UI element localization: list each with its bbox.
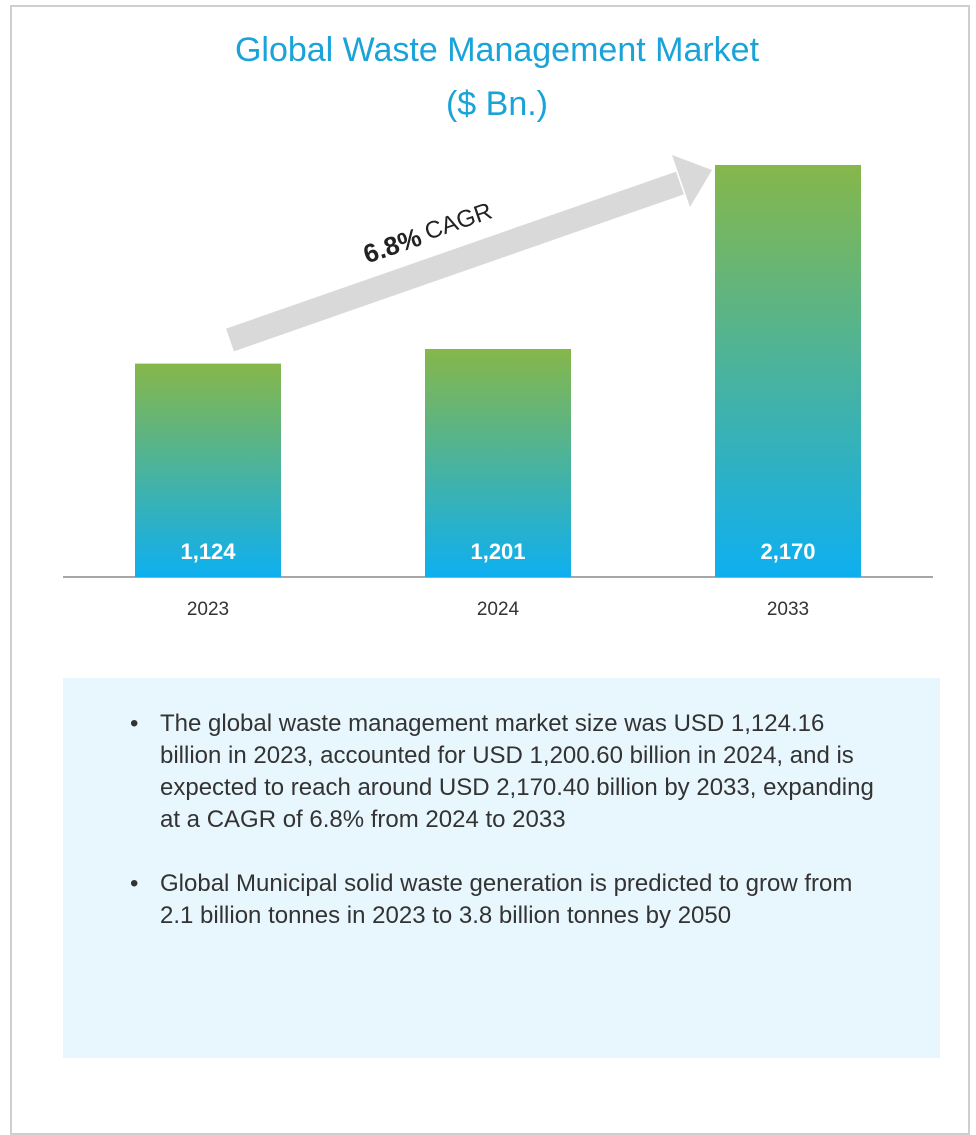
note: Global Municipal solid waste generation … (130, 868, 890, 932)
note: The global waste management market size … (130, 708, 890, 836)
value-label: 1,124 (180, 539, 236, 564)
chart: Global Waste Management Market ($ Bn.) 6… (63, 31, 933, 620)
x-tick-label: 2023 (187, 599, 229, 620)
annotation-value: 6.8% (359, 222, 425, 270)
value-label: 1,201 (470, 539, 525, 564)
bar (135, 363, 281, 577)
arrow-shaft (226, 171, 684, 352)
chart-subtitle: ($ Bn.) (446, 85, 548, 123)
arrow-head (672, 155, 712, 207)
chart-title: Global Waste Management Market (235, 31, 760, 69)
cagr-arrow (226, 155, 712, 352)
notes-list: The global waste management market size … (113, 708, 890, 932)
x-tick-label: 2024 (477, 599, 520, 620)
annotation-text: CAGR (421, 198, 495, 246)
bar (425, 348, 571, 577)
value-label: 2,170 (760, 539, 815, 564)
notes-box: The global waste management market size … (63, 678, 940, 1058)
bar (715, 165, 861, 577)
x-tick-label: 2033 (767, 599, 809, 620)
